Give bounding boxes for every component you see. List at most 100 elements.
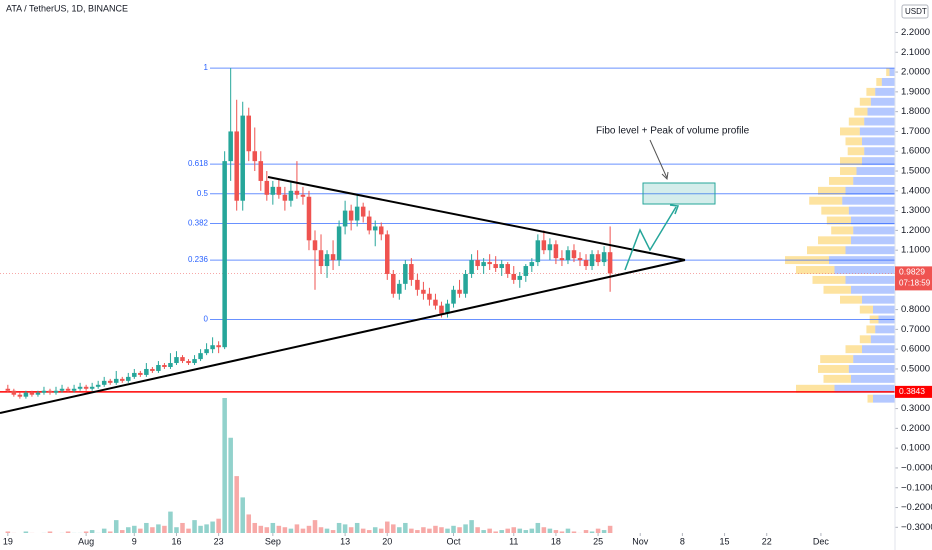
volume-bar [41, 532, 47, 533]
candle-body [403, 264, 408, 284]
candle-body [168, 363, 173, 367]
candle-body [216, 345, 221, 348]
candle-body [607, 252, 613, 274]
volume-profile [785, 68, 895, 403]
candle-body [571, 250, 577, 259]
volume-bar [29, 532, 35, 533]
candle-body [421, 289, 426, 294]
x-tick-label: 22 [762, 536, 772, 546]
volume-bar [469, 520, 474, 533]
annotation-arrowhead [661, 171, 669, 181]
volume-bar [210, 521, 215, 533]
candle-body [511, 273, 517, 280]
candle-body [65, 388, 71, 391]
candle-body [378, 226, 384, 235]
candle-body [463, 273, 468, 294]
fib-label: 0.236 [188, 255, 209, 264]
candle-body [505, 264, 510, 274]
profile-down [886, 68, 890, 77]
volume-bar [120, 530, 125, 533]
volume-bar [505, 528, 510, 533]
candle-body [541, 240, 547, 251]
candle-body [433, 299, 438, 306]
x-tick-label: 20 [382, 536, 392, 546]
candle-body [306, 196, 312, 241]
candle-body [113, 378, 119, 383]
profile-up [889, 68, 895, 77]
volume-bar [138, 528, 143, 533]
volume-bar [264, 527, 270, 533]
volume-bar [59, 532, 65, 533]
x-tick-label: 8 [680, 536, 685, 546]
candle-body [324, 254, 330, 267]
profile-up [845, 275, 895, 284]
candle-body [601, 252, 607, 263]
profile-down [818, 236, 851, 245]
y-tick-label: −0.3000 [901, 522, 932, 533]
candle-body [499, 264, 504, 269]
profile-down [823, 285, 851, 294]
candle-body [366, 216, 372, 231]
y-tick-label: 1.5000 [901, 166, 930, 177]
candle-body [234, 131, 239, 201]
candle-body [120, 378, 125, 381]
volume-bar [324, 528, 330, 533]
profile-down [866, 87, 876, 96]
volume-bar [240, 497, 245, 533]
candle-body [583, 260, 589, 267]
profile-up [881, 77, 895, 86]
volume-bar [77, 532, 83, 533]
candle-body [192, 359, 197, 364]
candle-body [523, 266, 529, 276]
volume-bar [372, 527, 378, 533]
volume-bar [246, 514, 252, 533]
candle-body [198, 353, 203, 360]
y-tick-label: 0.7000 [901, 324, 930, 335]
candle-body [23, 392, 29, 397]
volume-bar [36, 534, 41, 540]
candle-body [288, 190, 294, 201]
candle-body [126, 376, 131, 381]
x-tick-label: 11 [509, 536, 518, 546]
profile-down [826, 216, 851, 225]
profile-up [870, 97, 895, 106]
candle-body [71, 388, 77, 391]
annotation: Fibo level + Peak of volume profile [596, 126, 750, 137]
fib-label: 0 [204, 315, 209, 324]
profile-down [796, 384, 835, 393]
trend-line-upper [267, 176, 686, 261]
x-tick-label: 19 [3, 536, 13, 546]
volume-bar [174, 527, 179, 533]
volume-bar [336, 522, 342, 533]
volume-bar [397, 527, 402, 533]
volume-bar [439, 527, 444, 533]
volume-bar [463, 524, 468, 533]
volume-bar [559, 531, 565, 533]
profile-down [847, 147, 865, 156]
profile-down [829, 176, 854, 185]
volume-bar [234, 476, 239, 533]
profile-down [859, 305, 873, 314]
support-label-bg [895, 385, 932, 398]
volume-bar [47, 531, 53, 533]
candle-body [300, 194, 306, 197]
profile-up [851, 216, 895, 225]
profile-up [834, 384, 895, 393]
candle-body [547, 244, 553, 251]
candle-body [487, 262, 492, 265]
candle-body [372, 226, 378, 231]
candle-body [493, 264, 498, 269]
y-tick-label: −0.1000 [901, 482, 932, 493]
last-price-label: 0.9829 [899, 267, 925, 277]
volume-bar [282, 527, 288, 533]
volume-bar [385, 521, 390, 533]
y-tick-label: 0.6000 [901, 344, 930, 355]
volume-bar [565, 528, 571, 533]
profile-up [853, 176, 895, 185]
profile-down [820, 355, 854, 364]
volume-bar [535, 522, 541, 533]
fib-label: 0.382 [188, 219, 209, 228]
y-tick-label: 2.2000 [901, 27, 930, 38]
volume-bar [366, 530, 372, 533]
candle-body [246, 115, 252, 152]
